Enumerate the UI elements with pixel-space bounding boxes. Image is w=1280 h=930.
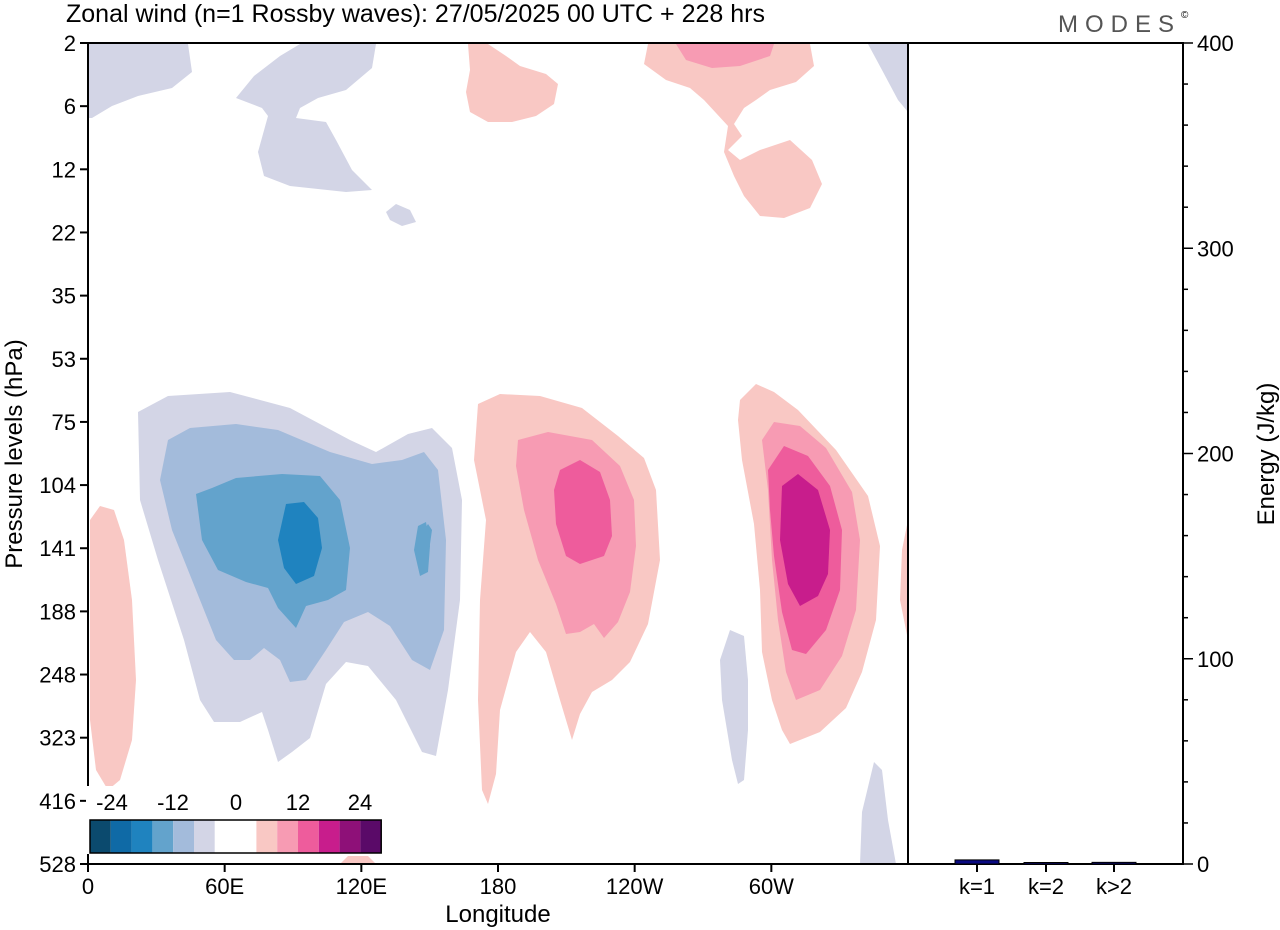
y-axis-label: Pressure levels (hPa)	[1, 339, 28, 568]
colorbar-swatch	[298, 820, 319, 853]
colorbar-tick-label: 12	[286, 790, 310, 815]
y-tick-label: 323	[39, 726, 76, 751]
y-tick-label: 416	[39, 789, 76, 814]
neg-contour-5-upper	[88, 44, 192, 118]
colorbar-legend: -24 -12 0 12 24	[86, 786, 382, 854]
colorbar-swatch	[110, 820, 132, 853]
y-tick-label: 248	[39, 663, 76, 688]
colorbar-swatch	[235, 820, 257, 853]
y-tick-label: 528	[39, 852, 76, 877]
energy-axis: 0 100 200 300 400	[1183, 31, 1234, 877]
x-tick-label: 60W	[749, 874, 794, 899]
neg-contour-5-bottom-right	[860, 762, 896, 864]
colorbar-tick-label: 0	[230, 790, 242, 815]
energy-tick-label: 300	[1197, 236, 1234, 261]
pos-contour-5-west	[90, 506, 136, 790]
longitude-axis: 0 60E 120E 180 120W 60W	[82, 864, 794, 899]
y-tick-label: 35	[52, 284, 76, 309]
energy-tick-label: 200	[1197, 442, 1234, 467]
colorbar-swatch	[214, 820, 236, 853]
energy-bar	[1091, 861, 1137, 865]
colorbar-swatch	[131, 820, 153, 853]
energy-bars: k=1 k=2 k>2	[954, 859, 1137, 899]
neg-contour-15-east	[414, 522, 430, 576]
neg-contour-5-right-edge	[868, 44, 908, 112]
bar-category-label: k>2	[1096, 874, 1132, 899]
energy-plot-frame	[907, 42, 1184, 865]
y-tick-label: 141	[39, 536, 76, 561]
neg-contour-5-lower	[720, 630, 748, 784]
colorbar-swatch	[90, 820, 111, 853]
energy-bar	[1023, 862, 1069, 865]
colorbar-swatch	[173, 820, 194, 853]
energy-tick-label: 100	[1197, 647, 1234, 672]
colorbar-swatch	[318, 820, 340, 853]
x-tick-label: 120W	[606, 874, 664, 899]
pos-contour-20-east	[780, 474, 830, 606]
colorbar-swatch	[360, 820, 382, 853]
y-tick-label: 53	[52, 347, 76, 372]
pos-contour-5-upper	[466, 44, 558, 122]
bar-category-label: k=2	[1028, 874, 1064, 899]
y-tick-label: 75	[52, 410, 76, 435]
contour-field	[88, 44, 908, 864]
y-tick-label: 22	[52, 220, 76, 245]
colorbar-swatch	[194, 820, 215, 853]
colorbar-tick-label: -24	[96, 790, 128, 815]
x-tick-label: 180	[480, 874, 517, 899]
neg-contour-5-blob	[386, 204, 416, 226]
y-tick-label: 104	[39, 473, 76, 498]
y-tick-label: 2	[64, 31, 76, 56]
x-tick-label: 0	[82, 874, 94, 899]
x-tick-label: 60E	[205, 874, 244, 899]
modes-logo: MODES	[1058, 11, 1181, 38]
colorbar-tick-label: -12	[157, 790, 189, 815]
y-tick-label: 188	[39, 599, 76, 624]
pos-contour-5-topright	[644, 44, 822, 218]
pos-contour-5-west2	[900, 520, 908, 640]
colorbar-swatch	[277, 820, 298, 853]
neg-contour-5-upper2	[236, 44, 376, 192]
y-tick-label: 12	[52, 157, 76, 182]
colorbar-swatch	[152, 820, 174, 853]
pos-contour-5-bottom	[340, 856, 376, 864]
colorbar-frame	[89, 819, 382, 854]
pos-contour-10-top	[676, 44, 774, 68]
pos-contour-15-center	[554, 460, 612, 564]
energy-bar	[954, 859, 1000, 865]
copyright-mark: ©	[1181, 10, 1189, 21]
energy-axis-label: Energy (J/kg)	[1253, 383, 1280, 526]
colorbar-tick-label: 24	[348, 790, 372, 815]
x-tick-label: 120E	[336, 874, 387, 899]
energy-tick-label: 400	[1197, 31, 1234, 56]
y-tick-label: 6	[64, 94, 76, 119]
pressure-axis: 2 6 12 22 35 53 75 104 141 188 248 323 416 528	[39, 31, 88, 877]
energy-tick-label: 0	[1197, 852, 1209, 877]
colorbar-swatch	[339, 820, 361, 853]
x-axis-label: Longitude	[445, 901, 550, 928]
chart-title: Zonal wind (n=1 Rossby waves): 27/05/202…	[66, 0, 765, 28]
bar-category-label: k=1	[959, 874, 995, 899]
neg-contour-20	[278, 502, 322, 584]
colorbar-swatch	[256, 820, 278, 853]
